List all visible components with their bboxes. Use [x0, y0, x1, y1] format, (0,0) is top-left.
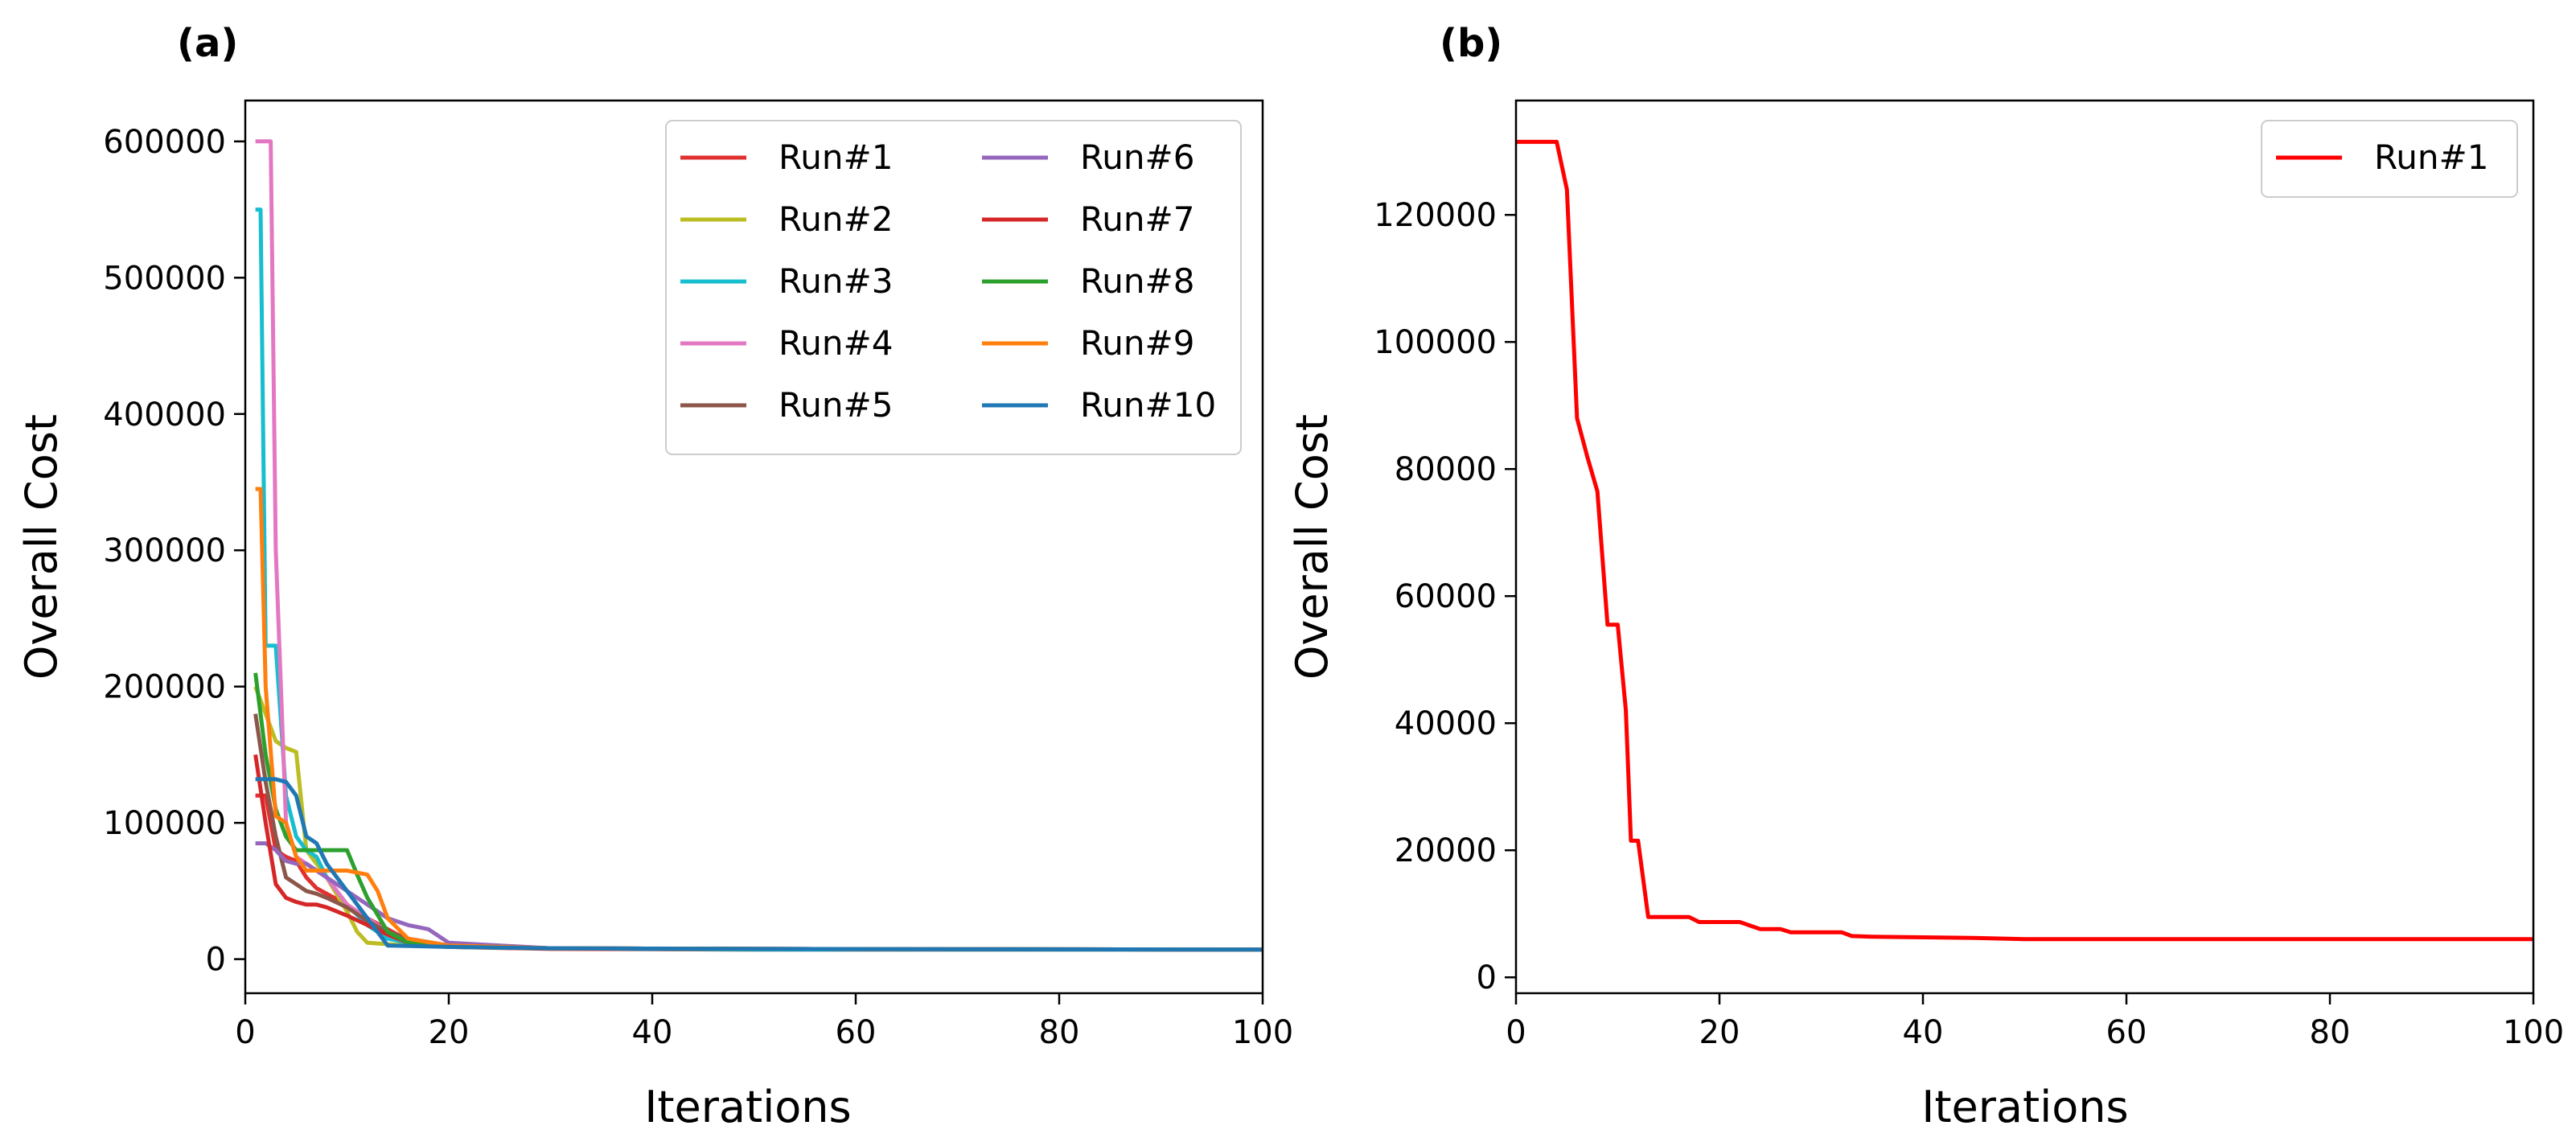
panel-a-y-tick-label: 400000	[103, 396, 226, 433]
panel-a-legend-box	[665, 120, 1242, 455]
legend-label: Run#7	[1080, 199, 1194, 239]
panel-a-y-tick-label: 600000	[103, 124, 226, 161]
panel-b-y-tick-label: 80000	[1395, 451, 1497, 488]
panel-b-axes-frame	[1514, 99, 2535, 995]
legend-label: Run#5	[779, 385, 893, 425]
panel-b-label: (b)	[1440, 21, 1502, 66]
panel-a-x-tick-label: 40	[632, 1014, 673, 1051]
panel-a-x-tick-label: 60	[836, 1014, 877, 1051]
panel-a-y-tick-label: 0	[206, 942, 226, 979]
legend-label: Run#1	[2374, 138, 2488, 177]
legend-label: Run#2	[779, 199, 893, 239]
panel-a-x-axis-title: Iterations	[644, 1082, 851, 1132]
series-line-run7	[253, 754, 1263, 952]
panel-b-plot-area	[1516, 139, 2533, 942]
panel-b-y-tick-label: 0	[1477, 959, 1497, 996]
legend-label: Run#9	[1080, 323, 1194, 363]
panel-a-x-tick-label: 20	[429, 1014, 470, 1051]
panel-a-y-tick-label: 300000	[103, 532, 226, 569]
panel-a-legend: Run#1 Run#2 Run#3 Run#4 Run#5 Run#6 Run#7 Run#8…	[665, 120, 1242, 455]
panel-b-legend: Run#1	[2261, 120, 2518, 198]
panel-b-x-tick-label: 0	[1506, 1014, 1526, 1051]
legend-label: Run#4	[779, 323, 893, 363]
series-line-run5	[253, 713, 1263, 952]
chart-panel-a: (a) 0 20 40 60 80 100 0 100000 200000 300000 40000…	[16, 21, 1293, 1132]
legend-label: Run#6	[1080, 138, 1194, 177]
series-line-run9	[255, 487, 1263, 952]
panel-a-label: (a)	[177, 21, 238, 66]
legend-label: Run#1	[779, 138, 893, 177]
panel-b-y-tick-label: 120000	[1374, 197, 1497, 234]
panel-a-x-tick-label: 100	[1232, 1014, 1293, 1051]
panel-b-y-tick-label: 20000	[1395, 832, 1497, 869]
panel-a-x-tick-label: 0	[235, 1014, 255, 1051]
panel-b-y-tick-label: 100000	[1374, 324, 1497, 361]
panel-b-x-tick-label: 60	[2106, 1014, 2147, 1051]
panel-b-y-tick-label: 60000	[1395, 578, 1497, 615]
panel-b-y-tick-label: 40000	[1395, 705, 1497, 742]
panel-a-y-tick-label: 100000	[103, 805, 226, 842]
legend-label: Run#10	[1080, 385, 1216, 425]
panel-b-x-tick-label: 40	[1903, 1014, 1944, 1051]
panel-b-ticks: 0 20 40 60 80 100 0 20000 40000 60000 80000 100000 1…	[1374, 197, 2564, 1051]
panel-b-x-tick-label: 100	[2503, 1014, 2564, 1051]
panel-a-x-tick-label: 80	[1039, 1014, 1080, 1051]
panel-b-y-axis-title: Overall Cost	[1287, 414, 1337, 680]
series-line-run2	[253, 685, 1263, 952]
chart-panel-b: (b) 0 20 40 60 80 100 0 20000 40000 60000 80000 100…	[1287, 21, 2564, 1132]
panel-a-ticks: 0 20 40 60 80 100 0 100000 200000 300000 400000 500…	[103, 124, 1293, 1051]
series-line-run1	[1516, 139, 2533, 942]
panel-b-x-axis-title: Iterations	[1921, 1082, 2128, 1132]
panel-a-y-tick-label: 500000	[103, 260, 226, 297]
series-line-run8	[253, 672, 1263, 952]
series-line-run10	[255, 777, 1263, 952]
panel-b-x-tick-label: 80	[2310, 1014, 2351, 1051]
panel-a-y-tick-label: 200000	[103, 669, 226, 706]
legend-label: Run#8	[1080, 261, 1194, 301]
series-line-run6	[255, 841, 1263, 952]
legend-label: Run#3	[779, 261, 893, 301]
panel-b-x-tick-label: 20	[1699, 1014, 1740, 1051]
panel-a-plot-area	[253, 139, 1263, 952]
panel-b-legend-box	[2261, 120, 2518, 198]
panel-a-axes-frame	[244, 99, 1264, 995]
panel-a-y-axis-title: Overall Cost	[16, 414, 67, 680]
